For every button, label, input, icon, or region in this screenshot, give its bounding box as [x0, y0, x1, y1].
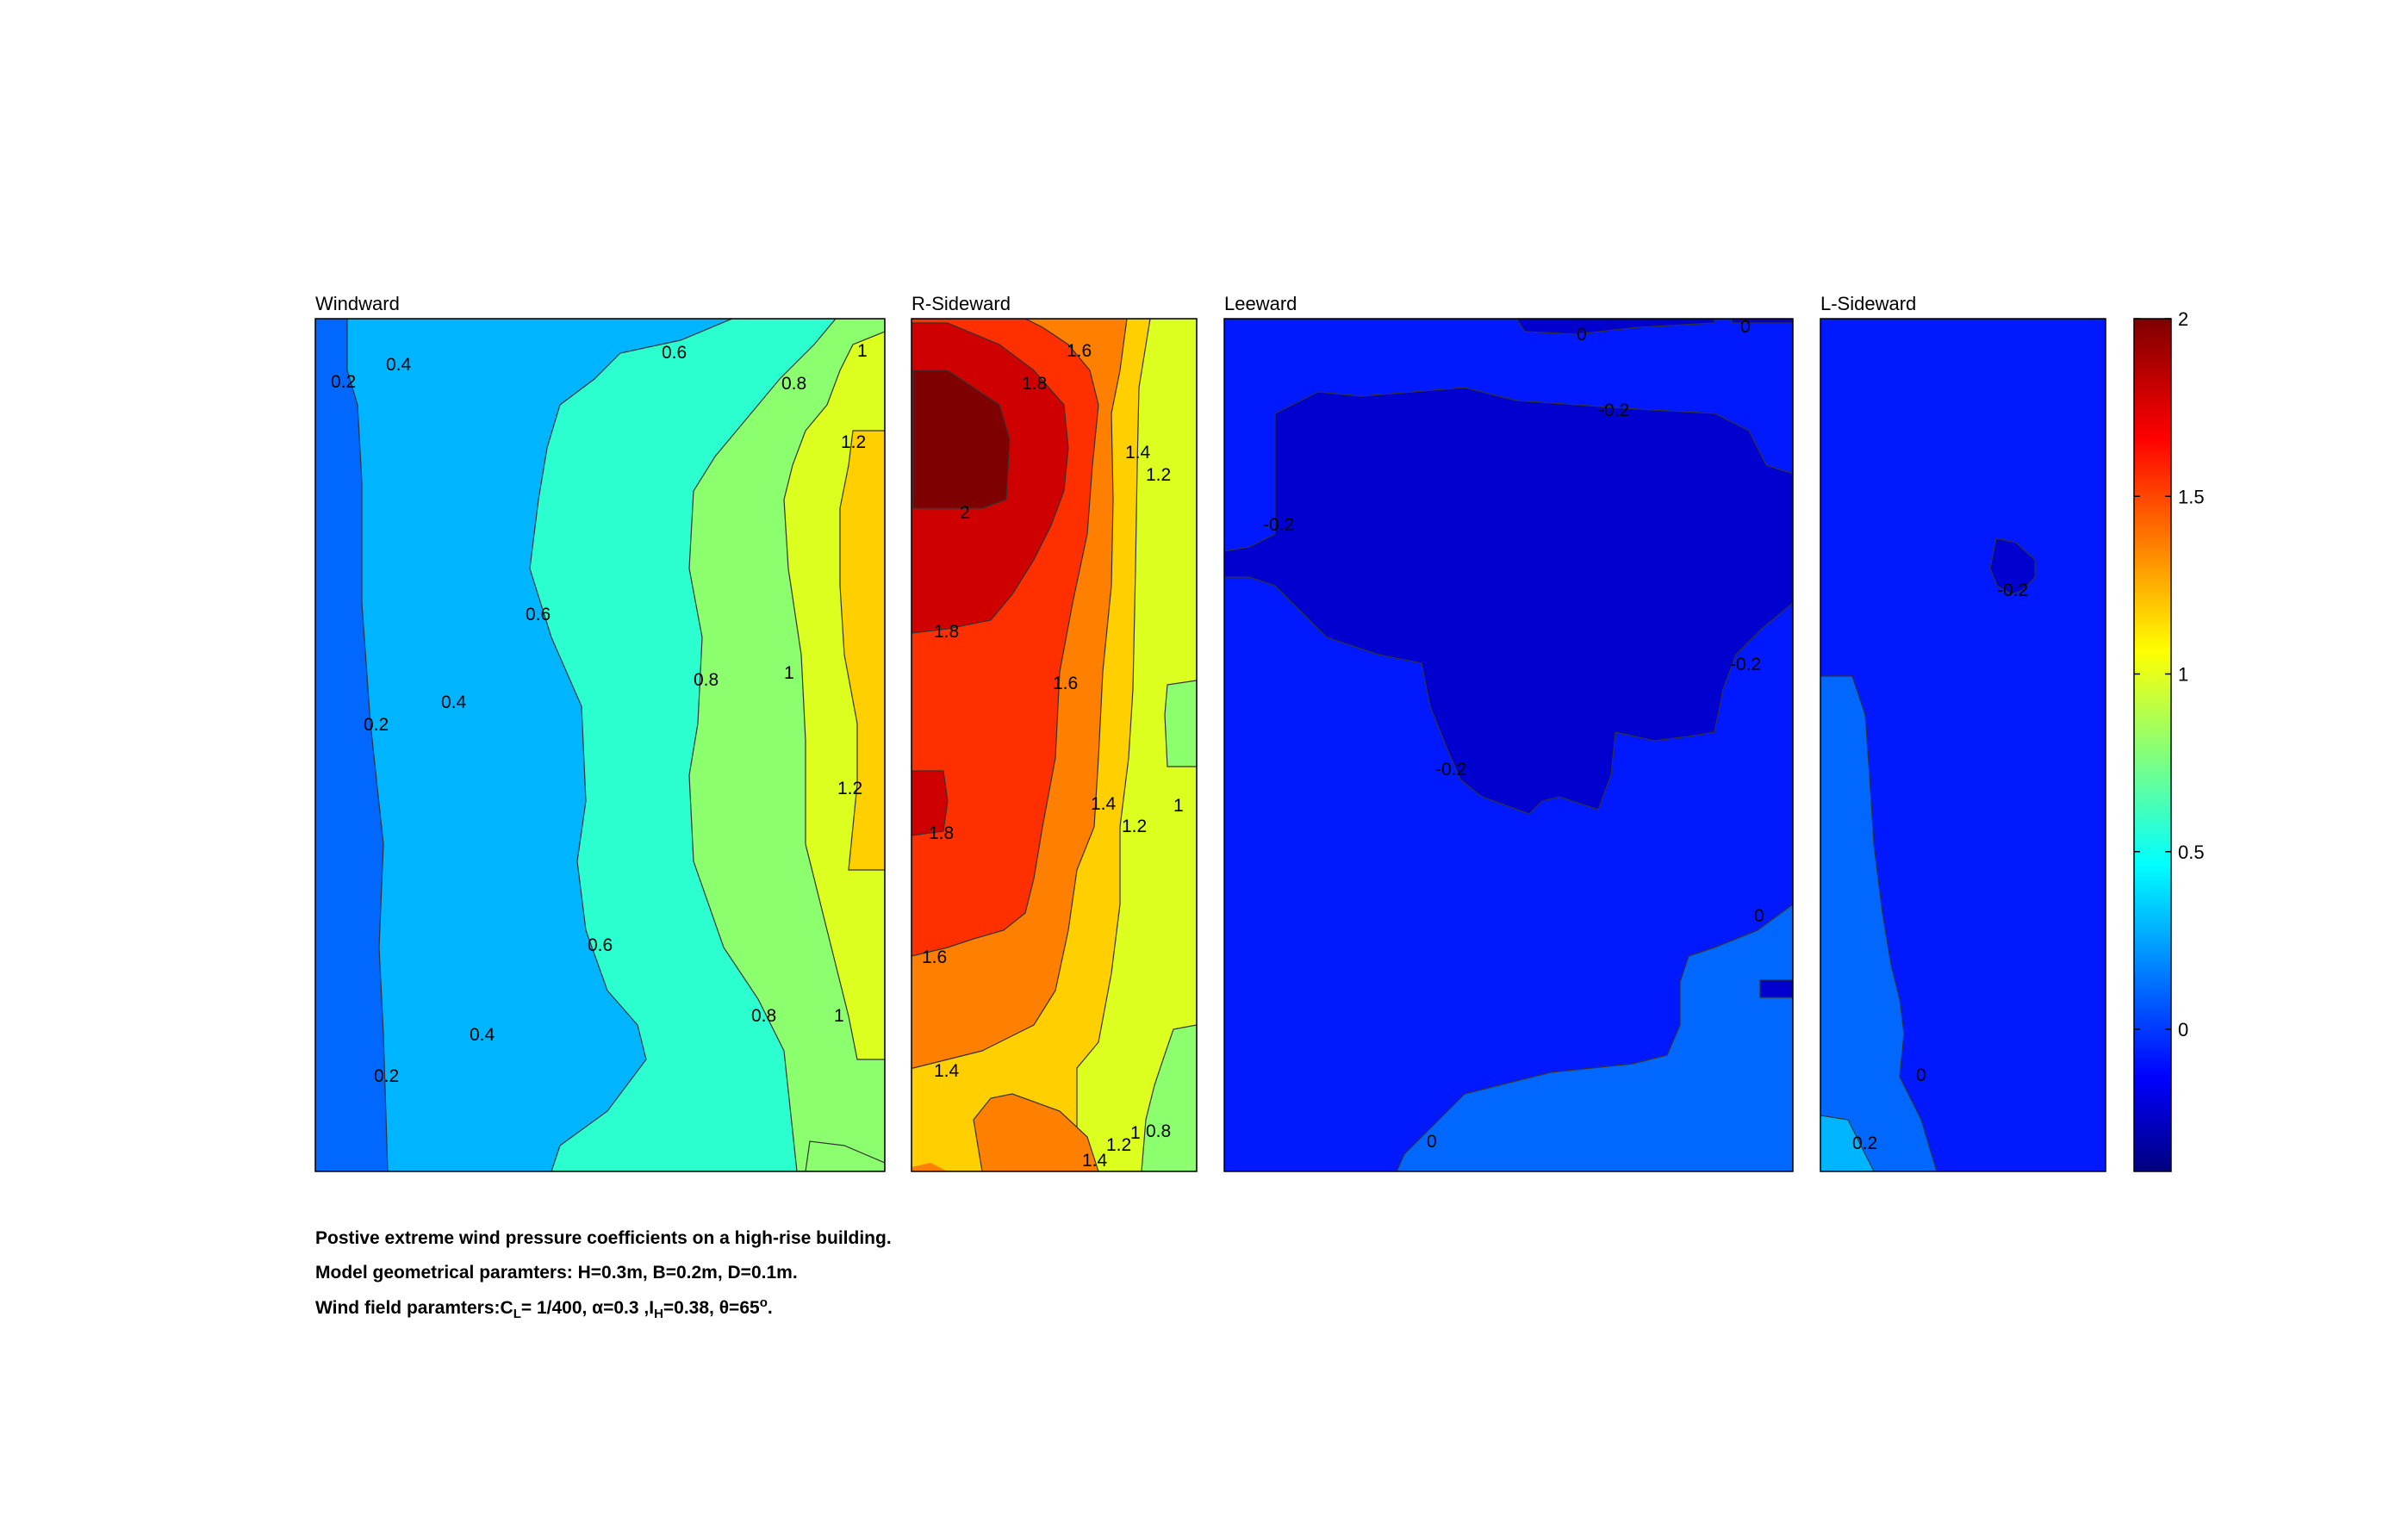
contour-label: 1 — [1173, 796, 1184, 816]
contour-label: 0.6 — [588, 935, 613, 955]
colorbar: 0 0.5 1 1.5 2 — [2133, 308, 2205, 1172]
caption-line-3-prefix: Wind field paramters:C — [315, 1298, 513, 1318]
contour-label: 1.8 — [934, 622, 959, 642]
caption-line-3-sup: o — [759, 1295, 768, 1310]
caption-line-3-suffix: . — [767, 1298, 773, 1318]
contour-label: 0.4 — [470, 1025, 495, 1045]
contour-label: 1.4 — [1125, 443, 1151, 463]
panel-r-sideward: R-Sideward 1.6 1.8 1.4 1.2 2 1.8 1.6 1.4… — [911, 293, 1198, 1172]
contour-label: 1.8 — [929, 823, 954, 843]
caption-line-3-sub-l: L — [513, 1307, 521, 1322]
contour-label: 1.2 — [841, 432, 866, 452]
contour-label: 0.2 — [1852, 1134, 1877, 1153]
colorbar-scale — [2133, 318, 2172, 1172]
contour-label: 0.4 — [386, 355, 412, 375]
colorbar-tick-label: 1 — [2178, 664, 2188, 686]
contour-label: 1.2 — [1122, 817, 1147, 836]
contour-label: 1.4 — [934, 1061, 960, 1081]
panel-title-leeward: Leeward — [1224, 293, 1297, 314]
contour-band — [1989, 537, 2036, 595]
contour-band — [973, 1093, 1099, 1171]
contour-label: 1 — [857, 341, 868, 361]
contour-band — [1820, 1115, 1875, 1171]
colorbar-tick-label: 1.5 — [2178, 486, 2205, 507]
contour-label: -0.2 — [1730, 655, 1761, 674]
contour-label: -0.2 — [1263, 515, 1294, 535]
contour-band — [1141, 1024, 1197, 1171]
contour-label: 0.2 — [331, 372, 356, 392]
contour-label: 1 — [834, 1006, 844, 1026]
caption-line-3-mid-2: =0.38, θ=65 — [663, 1298, 760, 1318]
contour-label: 0.8 — [751, 1006, 776, 1026]
contour-label: 0.4 — [441, 693, 467, 712]
contour-label: 1.4 — [1091, 794, 1117, 814]
panel-title-l-sideward: L-Sideward — [1820, 293, 1916, 314]
contour-label: 2 — [960, 503, 970, 523]
contour-band — [1820, 675, 1938, 1171]
contour-band — [1164, 680, 1197, 767]
contour-band — [839, 430, 885, 871]
contour-band — [1759, 979, 1793, 998]
contour-label: 1.6 — [1067, 341, 1092, 361]
contour-label: 0 — [1916, 1065, 1926, 1085]
contour-label: 0.8 — [781, 374, 806, 394]
panel-title-r-sideward: R-Sideward — [912, 293, 1011, 314]
contour-label: 0.6 — [662, 343, 687, 363]
contour-label: 1 — [1130, 1123, 1141, 1143]
contour-label: -0.2 — [1435, 760, 1466, 780]
contour-band — [912, 370, 1011, 509]
contour-band — [1731, 319, 1793, 324]
contour-band — [912, 1163, 948, 1171]
caption-line-3-mid-1: = 1/400, α=0.3 ,I — [520, 1298, 655, 1318]
contour-label: 1.6 — [1053, 674, 1078, 693]
caption-line-3-sub-h: H — [654, 1307, 663, 1322]
colorbar-tick-label: 2 — [2178, 308, 2188, 330]
contour-label: -0.2 — [1997, 581, 2028, 600]
contour-label: -0.2 — [1598, 401, 1629, 420]
contour-band — [912, 770, 949, 836]
contour-label: 1.4 — [1082, 1151, 1108, 1171]
caption-line-2: Model geometrical paramters: H=0.3m, B=0… — [315, 1263, 798, 1283]
panel-l-sideward: L-Sideward -0.2 0 0.2 — [1820, 293, 2106, 1172]
contour-label: 1.6 — [922, 947, 947, 967]
caption-line-3: Wind field paramters:CL= 1/400, α=0.3 ,I… — [315, 1295, 773, 1321]
contour-label: 1.2 — [837, 779, 862, 798]
contour-band — [805, 1140, 885, 1171]
colorbar-tick-label: 0 — [2178, 1019, 2188, 1040]
contour-label: 1.2 — [1146, 465, 1171, 485]
panel-windward: Windward 0.2 0.4 0.6 0.8 1 1.2 0.6 0.2 0… — [314, 293, 886, 1172]
contour-label: 0.2 — [364, 715, 389, 735]
contour-label: 1.8 — [1022, 374, 1047, 394]
contour-label: 1 — [784, 663, 794, 683]
panel-leeward: Leeward 0 0 -0.2 -0.2 -0.2 -0.2 0 0 — [1223, 293, 1794, 1172]
contour-band — [1515, 319, 1715, 335]
contour-label: 0 — [1754, 906, 1764, 926]
panel-title-windward: Windward — [315, 293, 400, 314]
caption-line-1: Postive extreme wind pressure coefficien… — [315, 1228, 892, 1248]
contour-label: 0 — [1740, 317, 1751, 337]
contour-label: 0.8 — [694, 670, 719, 690]
contour-label: 0.6 — [526, 605, 551, 624]
contour-label: 1.2 — [1106, 1135, 1131, 1155]
contour-band — [1224, 387, 1793, 815]
contour-band — [1396, 904, 1793, 1171]
contour-label: 0 — [1577, 325, 1587, 345]
contour-label: 0 — [1427, 1132, 1437, 1152]
contour-label: 0.2 — [374, 1066, 399, 1086]
colorbar-tick-label: 0.5 — [2178, 842, 2205, 863]
contour-label: 0.8 — [1146, 1121, 1171, 1141]
